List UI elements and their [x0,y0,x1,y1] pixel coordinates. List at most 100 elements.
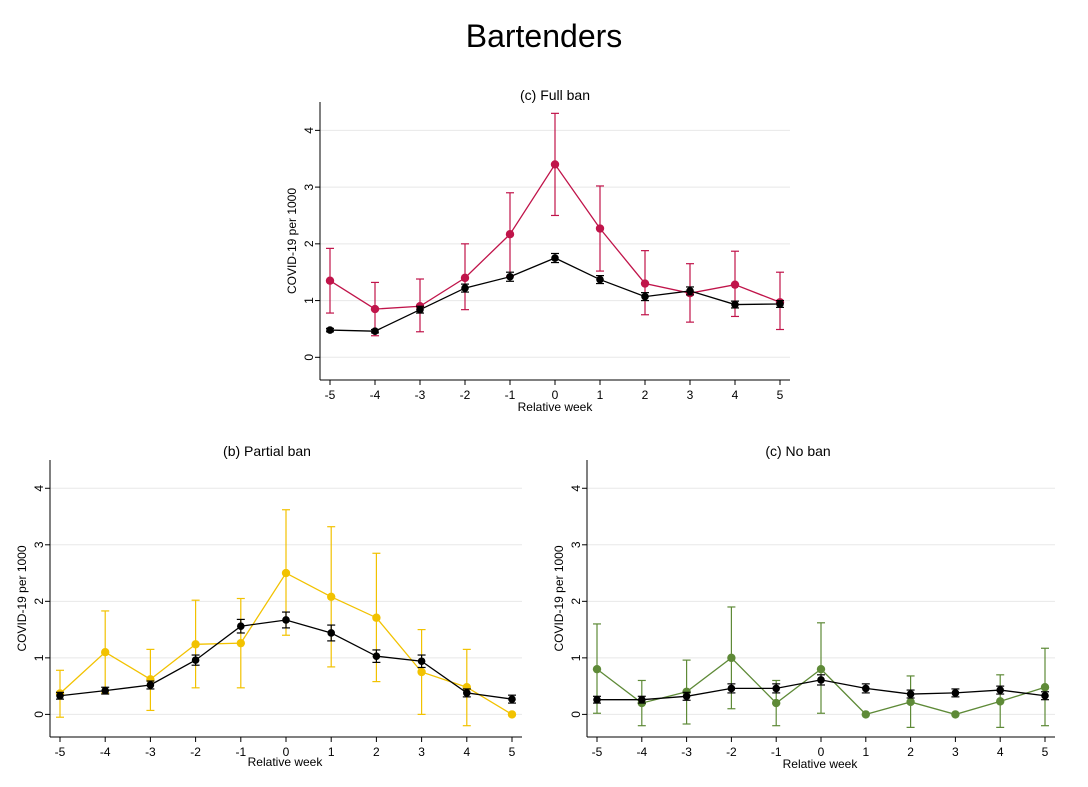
panel-title: (b) Partial ban [223,443,311,459]
data-point [682,692,691,701]
x-tick-label: 0 [552,388,559,402]
data-point [772,684,780,693]
x-tick-label: -3 [145,745,156,759]
panel-title: (c) Full ban [520,87,590,103]
x-tick-label: -4 [636,745,647,759]
data-point [506,272,514,281]
data-point [996,697,1005,706]
x-tick-label: 4 [732,388,739,402]
data-point [460,273,470,283]
panel-no-ban: 0 1 2 3 4 -5 -4 -3 -2 -1 0 1 2 3 4 5 (c) No ban Relative … [552,443,1055,771]
data-point [817,676,825,684]
data-point [236,638,245,648]
data-point [730,280,740,289]
y-tick-label: 0 [569,711,583,718]
x-axis-title: Relative week [783,757,859,771]
data-point [592,664,602,674]
y-tick-label: 0 [32,711,46,718]
x-tick-label: -1 [771,745,782,759]
data-point [727,684,736,693]
data-point [862,684,870,693]
chart-title: Bartenders [465,18,623,54]
data-point [641,292,649,301]
x-tick-label: 3 [687,388,694,402]
data-point [416,305,424,314]
y-tick-label: 4 [302,127,316,134]
data-point [731,300,739,309]
data-point [861,710,870,719]
x-tick-label: 3 [418,745,425,759]
panel-title: (c) No ban [765,443,830,459]
panel-partial-ban: 0 1 2 3 4 -5 -4 -3 -2 -1 0 1 2 3 4 5 (b) Partial ban Rela… [15,443,522,769]
x-tick-label: 2 [373,745,380,759]
x-tick-label: -2 [460,388,471,402]
data-point [372,613,381,622]
data-point [595,224,605,233]
x-tick-label: 4 [463,745,470,759]
data-point [638,695,646,704]
data-point [327,592,336,602]
data-point [686,287,694,295]
x-tick-label: -2 [726,745,737,759]
x-tick-label: 2 [642,388,649,402]
data-point [951,710,960,719]
x-tick-label: 4 [997,745,1004,759]
series-treatment [55,509,517,727]
x-tick-label: 3 [952,745,959,759]
data-point [772,698,781,708]
x-tick-label: 1 [597,388,604,402]
series-treatment [325,112,785,337]
x-tick-label: -2 [190,745,201,759]
x-tick-label: 2 [907,745,914,759]
x-axis-title: Relative week [518,400,594,414]
data-point [505,229,515,239]
data-point [101,648,110,657]
data-point [551,254,559,262]
data-point [816,664,826,674]
x-tick-label: -5 [592,745,603,759]
series-line [329,257,781,332]
data-point [325,276,335,285]
data-point [417,667,426,677]
data-point [326,326,334,334]
x-tick-label: -3 [681,745,692,759]
data-point [191,656,200,664]
data-point [371,327,379,336]
y-tick-label: 2 [302,240,316,247]
data-point [593,695,601,704]
series-treatment [592,606,1050,728]
data-point [372,652,381,660]
data-point [237,622,245,630]
data-point [463,689,471,697]
x-tick-label: -3 [415,388,426,402]
data-point [327,629,336,637]
y-tick-label: 1 [302,297,316,304]
y-tick-label: 2 [32,598,46,605]
y-tick-label: 0 [302,354,316,361]
data-point [727,653,736,663]
y-axis-title: COVID-19 per 1000 [552,545,566,651]
data-point [191,640,200,649]
x-tick-label: 1 [328,745,335,759]
data-point [996,686,1004,694]
x-tick-label: -5 [325,388,336,402]
x-tick-label: -1 [235,745,246,759]
x-tick-label: -4 [100,745,111,759]
series-baseline [593,674,1049,704]
y-axis-title: COVID-19 per 1000 [285,188,299,294]
x-tick-label: 0 [283,745,290,759]
y-tick-label: 2 [569,598,583,605]
x-tick-label: 0 [818,745,825,759]
x-tick-label: -4 [370,388,381,402]
y-tick-label: 3 [569,541,583,548]
x-tick-label: 5 [777,388,784,402]
x-tick-label: -1 [505,388,516,402]
data-point [1040,683,1050,692]
data-point [370,304,380,314]
panel-full-ban: 0 1 2 3 4 -5 -4 -3 -2 -1 0 1 2 3 4 5 (c) Full ban Relativ… [285,87,790,414]
data-point [640,279,650,288]
y-tick-label: 3 [302,183,316,190]
x-tick-label: 1 [862,745,869,759]
data-point [1041,691,1049,700]
y-tick-label: 4 [32,485,46,492]
